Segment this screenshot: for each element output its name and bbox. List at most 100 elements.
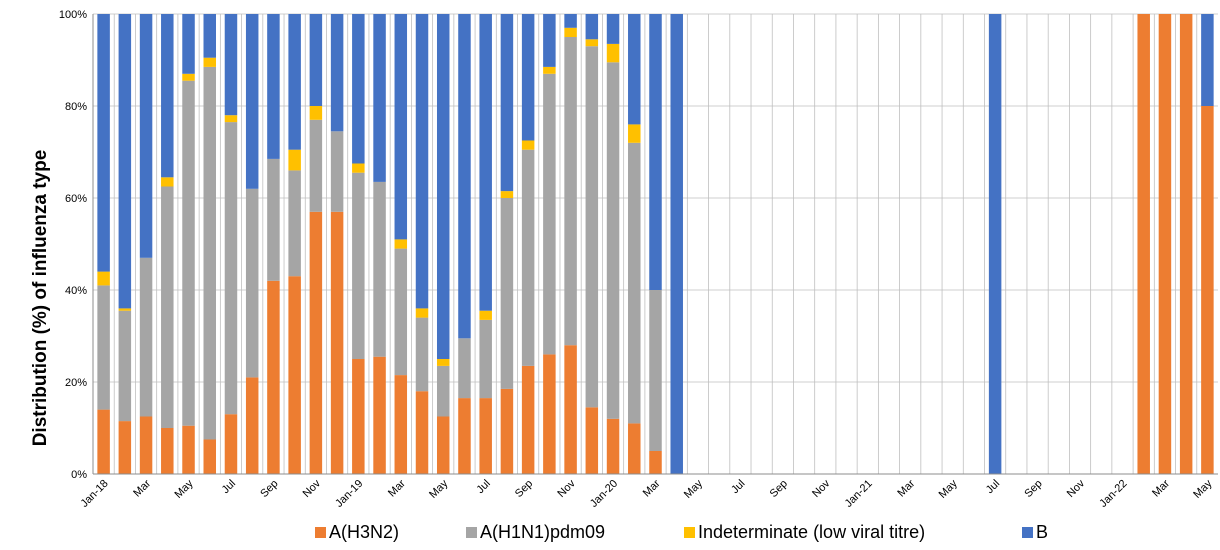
bar-segment xyxy=(585,39,599,47)
bar-segment xyxy=(330,211,344,475)
bar-segment xyxy=(649,451,662,474)
bars xyxy=(97,14,1214,475)
legend-label: Indeterminate (low viral titre) xyxy=(698,522,925,542)
bar-segment xyxy=(564,27,577,37)
x-tick-label: Sep xyxy=(513,478,535,500)
bar-segment xyxy=(245,188,259,378)
bar-segment xyxy=(373,181,386,357)
bar-segment xyxy=(139,257,153,417)
bar-segment xyxy=(628,423,641,474)
bar-segment xyxy=(415,391,429,474)
bar-segment xyxy=(203,14,216,58)
bar-segment xyxy=(288,14,301,150)
legend: A(H3N2) A(H1N1)pdm09 Indeterminate (low vi… xyxy=(315,522,1048,542)
bar-segment xyxy=(309,211,323,475)
bar-segment xyxy=(988,14,1002,474)
x-tick-labels: Jan-18 Mar May Jul Sep Nov Jan-19 Mar May Jul Sep N… xyxy=(78,477,1214,510)
bar-segment xyxy=(118,14,132,309)
bar-segment xyxy=(500,14,514,192)
bar-segment xyxy=(224,122,238,415)
x-tick-label: Mar xyxy=(1150,477,1172,499)
bar-segment xyxy=(500,388,514,474)
bar-segment xyxy=(394,239,408,249)
bar-segment xyxy=(606,14,620,44)
bar-segment xyxy=(373,356,386,474)
bar-segment xyxy=(394,375,408,474)
bar-segment xyxy=(458,14,471,339)
x-tick-label: Jan-18 xyxy=(78,478,110,510)
bar-segment xyxy=(543,14,556,67)
x-tick-label: May xyxy=(172,477,196,501)
bar-segment xyxy=(543,354,556,474)
bar-segment xyxy=(118,421,132,474)
bar-segment xyxy=(267,14,280,159)
bar-segment xyxy=(585,407,599,474)
bar-segment xyxy=(267,158,280,281)
bar-segment xyxy=(161,14,174,178)
bar-segment xyxy=(352,14,365,164)
bar-segment xyxy=(352,359,365,474)
bar-segment xyxy=(436,365,450,417)
bar-segment xyxy=(309,14,323,106)
bar-segment xyxy=(521,140,535,150)
x-tick-label: May xyxy=(682,477,706,501)
bar-segment xyxy=(521,14,535,141)
bar-segment xyxy=(564,37,577,346)
bar-segment xyxy=(521,365,535,474)
bar-segment xyxy=(182,73,195,81)
bar-segment xyxy=(267,280,280,474)
axes xyxy=(92,14,1218,475)
x-tick-label: Mar xyxy=(641,477,663,499)
bar-segment xyxy=(628,14,641,125)
bar-segment xyxy=(564,345,577,474)
x-tick-label: Mar xyxy=(131,477,153,499)
x-tick-label: Nov xyxy=(555,477,578,500)
bar-segment xyxy=(224,14,238,116)
bar-segment xyxy=(288,276,301,474)
bar-segment xyxy=(479,14,492,311)
bar-segment xyxy=(436,416,450,474)
x-tick-label: Mar xyxy=(386,477,408,499)
x-tick-label: Nov xyxy=(1065,477,1088,500)
bar-segment xyxy=(394,248,408,376)
bar-segment xyxy=(543,66,556,74)
bar-segment xyxy=(458,338,471,399)
x-tick-label: Jul xyxy=(984,478,1002,496)
bar-segment xyxy=(628,124,641,143)
bar-segment xyxy=(458,398,471,474)
bar-segment xyxy=(161,428,174,474)
x-tick-label: Jan-22 xyxy=(1097,478,1129,510)
bar-segment xyxy=(606,418,620,474)
y-tick-label: 60% xyxy=(65,193,87,205)
x-tick-label: Jul xyxy=(474,478,492,496)
bar-segment xyxy=(97,285,110,410)
bar-segment xyxy=(373,14,386,182)
gridlines xyxy=(93,13,1218,474)
bar-segment xyxy=(139,14,153,258)
bar-segment xyxy=(309,119,323,212)
bar-segment xyxy=(97,14,110,272)
y-tick-label: 20% xyxy=(65,377,87,389)
bar-segment xyxy=(1158,14,1172,474)
bar-segment xyxy=(564,14,577,28)
bar-segment xyxy=(415,308,429,318)
bar-segment xyxy=(1201,106,1214,474)
bar-segment xyxy=(606,62,620,419)
x-tick-label: Jul xyxy=(220,478,238,496)
bar-segment xyxy=(182,425,195,474)
legend-label: B xyxy=(1036,522,1048,542)
bar-segment xyxy=(97,271,110,286)
bar-segment xyxy=(224,115,238,123)
x-tick-label: Sep xyxy=(258,478,280,500)
bar-segment xyxy=(436,14,450,359)
bar-segment xyxy=(288,170,301,277)
legend-label: A(H3N2) xyxy=(329,522,399,542)
x-tick-label: Sep xyxy=(768,478,790,500)
bar-segment xyxy=(479,319,492,399)
bar-segment xyxy=(1201,14,1214,106)
legend-label: A(H1N1)pdm09 xyxy=(480,522,605,542)
x-tick-label: Jan-20 xyxy=(588,478,620,510)
x-tick-label: May xyxy=(427,477,451,501)
bar-segment xyxy=(139,416,153,474)
